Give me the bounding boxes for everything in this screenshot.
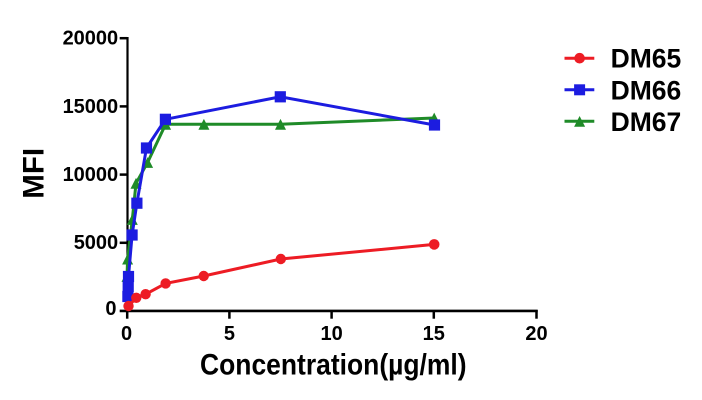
svg-text:10000: 10000 [63, 164, 119, 186]
svg-text:10: 10 [320, 323, 342, 345]
svg-text:15000: 15000 [63, 96, 119, 118]
svg-text:5: 5 [224, 323, 235, 345]
svg-text:DM66: DM66 [611, 75, 682, 105]
svg-text:0: 0 [121, 323, 132, 345]
svg-text:15: 15 [423, 323, 445, 345]
svg-text:20: 20 [525, 323, 547, 345]
svg-text:Concentration(µg/ml): Concentration(µg/ml) [200, 349, 467, 382]
svg-text:5000: 5000 [74, 232, 119, 254]
svg-text:DM67: DM67 [611, 107, 682, 137]
svg-text:MFI: MFI [17, 148, 50, 199]
svg-text:DM65: DM65 [611, 44, 682, 74]
svg-text:0: 0 [105, 298, 116, 320]
svg-text:20000: 20000 [63, 28, 119, 50]
